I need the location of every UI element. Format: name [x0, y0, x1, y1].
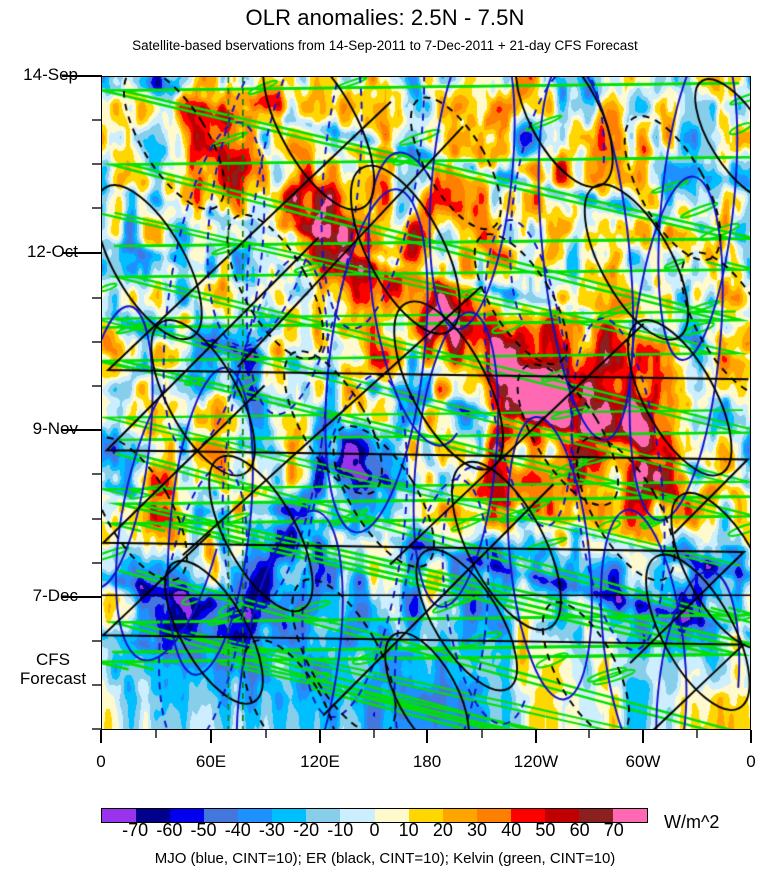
colorbar-tick-label: 60	[569, 820, 590, 840]
colorbar-tick-label: -40	[224, 820, 251, 840]
x-tick-minor	[696, 730, 698, 738]
colorbar-units: W/m^2	[664, 812, 720, 832]
x-tick-minor	[155, 730, 157, 738]
x-tick-major	[642, 730, 644, 743]
y-tick-minor	[92, 385, 101, 387]
colorbar-swatch	[578, 809, 613, 822]
y-tick-minor	[92, 562, 101, 564]
x-tick-minor	[373, 730, 375, 738]
x-axis-label: 120W	[513, 752, 559, 771]
colorbar-tick-label: -30	[258, 820, 285, 840]
colorbar-swatch	[238, 809, 273, 822]
x-tick-minor	[481, 730, 483, 738]
colorbar-tick-label: -70	[122, 820, 149, 840]
colorbar-swatch	[408, 809, 443, 822]
colorbar-swatch	[476, 809, 511, 822]
colorbar-swatch	[544, 809, 579, 822]
page-title: OLR anomalies: 2.5N - 7.5N	[245, 5, 525, 30]
colorbar-swatch	[136, 809, 171, 822]
colorbar-swatch	[510, 809, 545, 822]
x-tick-minor	[265, 730, 267, 738]
colorbar-swatch	[272, 809, 307, 822]
y-axis-forecast-label: CFS Forecast	[16, 650, 90, 688]
x-tick-major	[100, 730, 102, 743]
y-tick-minor	[92, 341, 101, 343]
forecast-label-line2: Forecast	[19, 669, 87, 688]
x-axis-label: 120E	[300, 752, 340, 771]
y-axis-label: 7-Dec	[32, 586, 78, 605]
colorbar-tick-label: -10	[327, 820, 354, 840]
x-tick-minor	[588, 730, 590, 738]
y-tick-major	[62, 252, 102, 254]
colorbar-swatches	[101, 808, 648, 823]
overlay-legend-note: MJO (blue, CINT=10); ER (black, CINT=10)…	[154, 850, 616, 867]
colorbar-tick-label: 10	[398, 820, 419, 840]
y-tick-minor	[92, 119, 101, 121]
y-tick-minor	[92, 518, 101, 520]
colorbar-tick-label: 50	[535, 820, 556, 840]
colorbar-tick-label: 30	[467, 820, 488, 840]
colorbar-swatch	[102, 809, 137, 822]
x-axis-label: 60E	[195, 752, 227, 771]
x-axis-label: 180	[412, 752, 442, 771]
colorbar-swatch	[340, 809, 375, 822]
hovmoller-plot	[101, 76, 751, 730]
y-tick-minor	[92, 473, 101, 475]
colorbar-swatch	[306, 809, 341, 822]
x-axis-label: 60W	[625, 752, 661, 771]
y-tick-major	[62, 429, 102, 431]
colorbar-tick-label: 20	[432, 820, 453, 840]
y-axis-label: 12-Oct	[26, 242, 78, 261]
y-axis-label: 14-Sep	[23, 65, 78, 84]
y-tick-minor	[92, 640, 101, 642]
x-axis-label: 0	[96, 752, 106, 771]
x-tick-major	[210, 730, 212, 743]
x-tick-major	[319, 730, 321, 743]
colorbar-tick-label: 0	[369, 820, 380, 840]
figure-subtitle: Satellite-based bservations from 14-Sep-…	[132, 38, 638, 53]
colorbar-swatch	[204, 809, 239, 822]
colorbar-swatch	[442, 809, 477, 822]
colorbar-tick-label: -50	[190, 820, 217, 840]
x-axis-label: 0	[746, 752, 756, 771]
colorbar-tick-label: -20	[293, 820, 320, 840]
y-tick-minor	[92, 297, 101, 299]
colorbar-tick-label: 40	[501, 820, 522, 840]
y-tick-minor	[92, 207, 101, 209]
x-tick-major	[535, 730, 537, 743]
x-tick-major	[426, 730, 428, 743]
x-tick-major	[750, 730, 752, 743]
y-tick-minor	[92, 684, 101, 686]
title-block: OLR anomalies: 2.5N - 7.5N Satellite-bas…	[0, 0, 770, 55]
wave-contour-overlay	[102, 77, 750, 729]
forecast-label-line1: CFS	[36, 650, 70, 669]
colorbar-swatch	[374, 809, 409, 822]
y-axis-label: 9-Nov	[32, 419, 78, 438]
y-tick-minor	[92, 163, 101, 165]
colorbar-swatch	[170, 809, 205, 822]
y-tick-major	[62, 75, 102, 77]
colorbar	[101, 808, 648, 823]
colorbar-tick-label: 70	[603, 820, 624, 840]
colorbar-swatch	[612, 809, 647, 822]
colorbar-tick-label: -60	[156, 820, 183, 840]
y-tick-major	[62, 596, 102, 598]
y-tick-minor	[92, 728, 101, 730]
